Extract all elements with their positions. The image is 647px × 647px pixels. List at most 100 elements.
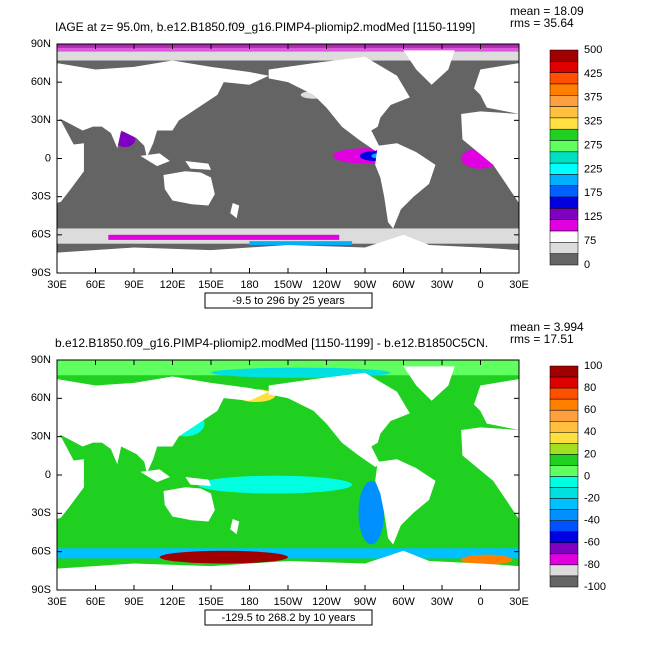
colorbar-box: [549, 72, 579, 85]
colorbar-box: [549, 196, 579, 209]
panel-title: b.e12.B1850.f09_g16.PIMP4-pliomip2.modMe…: [55, 336, 488, 350]
lat-tick-label: 90S: [31, 267, 51, 279]
colorbar-label: -20: [584, 493, 600, 505]
colorbar-label: 60: [584, 404, 596, 416]
colorbar-box: [549, 117, 579, 130]
colorbar-label: 0: [584, 259, 590, 271]
colorbar-box: [549, 83, 579, 96]
colorbar-label: -40: [584, 515, 600, 527]
colorbar-label: 275: [584, 139, 602, 151]
lon-tick-label: 30W: [431, 596, 454, 608]
lat-tick-label: 60S: [31, 546, 51, 558]
lon-tick-label: 30E: [47, 279, 67, 291]
colorbar-box: [549, 553, 579, 566]
colorbar-box: [549, 487, 579, 499]
colorbar-box: [549, 476, 579, 488]
colorbar-label: -80: [584, 559, 600, 571]
colorbar-box: [549, 409, 579, 422]
range-box: [204, 609, 373, 626]
colorbar-label: 100: [584, 360, 602, 372]
map-top: [57, 44, 519, 273]
lon-tick-label: 180: [240, 596, 258, 608]
colorbar-box: [549, 230, 579, 243]
colorbar-label: 0: [584, 470, 590, 482]
colorbar-box: [549, 151, 579, 164]
colorbar-box: [549, 208, 579, 220]
range-label: -9.5 to 296 by 25 years: [232, 295, 345, 307]
panel-title: IAGE at z= 95.0m, b.e12.B1850.f09_g16.PI…: [55, 20, 475, 34]
colorbar-box: [549, 520, 579, 533]
lon-tick-label: 180: [240, 279, 258, 291]
colorbar-box: [549, 376, 579, 389]
rms-label: rms = 35.64: [510, 16, 574, 30]
colorbar-box: [549, 509, 579, 521]
lat-tick-label: 90S: [31, 584, 51, 596]
colorbar-box: [549, 95, 579, 107]
colorbar-box: [549, 162, 579, 175]
lon-tick-label: 90E: [124, 279, 144, 291]
lon-tick-label: 150E: [198, 279, 224, 291]
lat-tick-label: 60S: [31, 229, 51, 241]
mean-label: mean = 3.994: [510, 320, 584, 334]
colorbar-box: [549, 106, 579, 119]
lon-tick-label: 120E: [160, 279, 186, 291]
lon-tick-label: 30E: [47, 596, 67, 608]
colorbar-box: [549, 531, 579, 544]
colorbar-box: [549, 421, 579, 433]
colorbar-box: [549, 454, 579, 466]
colorbar-box: [549, 498, 579, 510]
lon-tick-label: 0: [477, 596, 483, 608]
colorbar-box: [549, 398, 579, 411]
colorbar-label: -60: [584, 537, 600, 549]
lat-tick-label: 90N: [31, 354, 51, 366]
colorbar-label: 225: [584, 163, 602, 175]
colorbar-box: [549, 174, 579, 187]
colorbar-label: 175: [584, 187, 602, 199]
colorbar-box: [549, 432, 579, 444]
lat-tick-label: 0: [45, 152, 51, 164]
lat-tick-label: 90N: [31, 38, 51, 50]
lon-tick-label: 150W: [274, 596, 303, 608]
colorbar-label: 20: [584, 448, 596, 460]
lon-tick-label: 120W: [312, 279, 341, 291]
lat-tick-label: 60N: [31, 76, 51, 88]
range-label: -129.5 to 268.2 by 10 years: [222, 612, 356, 624]
lon-tick-label: 60W: [392, 279, 415, 291]
map-bottom: [57, 360, 519, 589]
lat-tick-label: 30N: [31, 114, 51, 126]
lat-tick-label: 30S: [31, 507, 51, 519]
colorbar-box: [549, 564, 579, 577]
colorbar-box: [549, 242, 579, 254]
lon-tick-label: 90W: [354, 279, 377, 291]
lon-tick-label: 30W: [431, 279, 454, 291]
lon-tick-label: 150E: [198, 596, 224, 608]
colorbar-label: 80: [584, 382, 596, 394]
mean-label: mean = 18.09: [510, 4, 584, 18]
lat-tick-label: 30N: [31, 431, 51, 443]
colorbar-label: 325: [584, 116, 602, 128]
colorbar-box: [549, 185, 579, 198]
colorbar-box: [549, 443, 579, 455]
lon-tick-label: 90W: [354, 596, 377, 608]
colorbar-box: [549, 49, 579, 62]
colorbar-label: 75: [584, 235, 596, 247]
lat-tick-label: 0: [45, 469, 51, 481]
lat-tick-label: 30S: [31, 191, 51, 203]
lat-tick-label: 60N: [31, 392, 51, 404]
lon-tick-label: 60E: [86, 279, 106, 291]
colorbar-label: 500: [584, 44, 602, 56]
range-box: [204, 292, 373, 309]
colorbar-label: -100: [584, 581, 606, 593]
lon-tick-label: 60W: [392, 596, 415, 608]
colorbar-box: [549, 465, 579, 477]
colorbar-box: [549, 219, 579, 232]
colorbar-label: 425: [584, 68, 602, 80]
lon-tick-label: 120E: [160, 596, 186, 608]
lon-tick-label: 30E: [509, 596, 529, 608]
lon-tick-label: 0: [477, 279, 483, 291]
colorbar-label: 125: [584, 211, 602, 223]
colorbar-label: 375: [584, 92, 602, 104]
colorbar-box: [549, 61, 579, 73]
